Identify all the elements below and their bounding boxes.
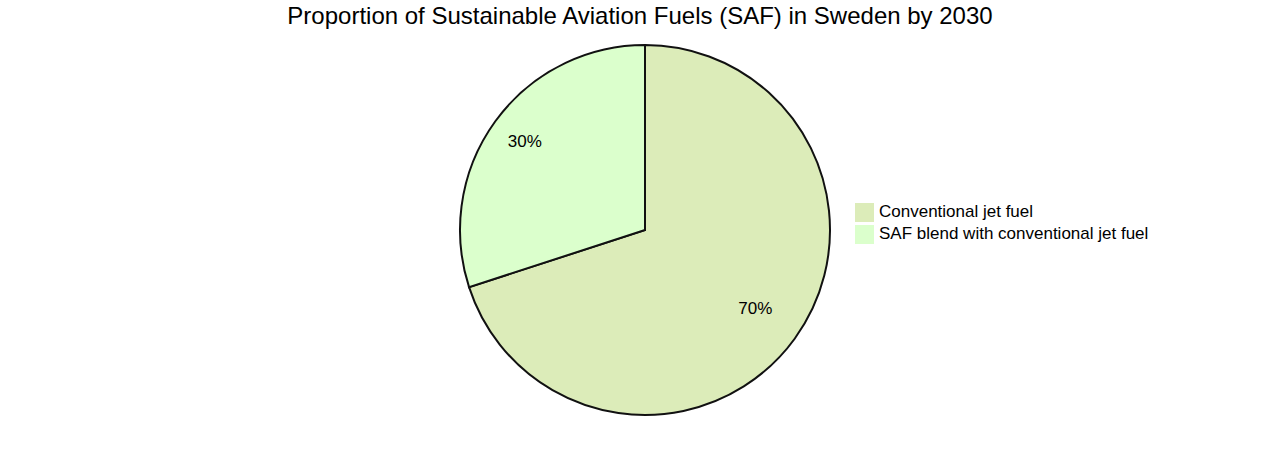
html-text:SAF blend with conventional je: SAF blend with conventional jet fuel: [879, 224, 1149, 243]
svg-text:30%: 30%: [508, 132, 542, 151]
svg-text:70%: 70%: [738, 299, 772, 318]
html-text:Proportion of Sustainable Avia: Proportion of Sustainable Aviation Fuels…: [287, 2, 993, 29]
html-text:Conventional jet fuel: Conventional jet fuel: [879, 202, 1033, 221]
